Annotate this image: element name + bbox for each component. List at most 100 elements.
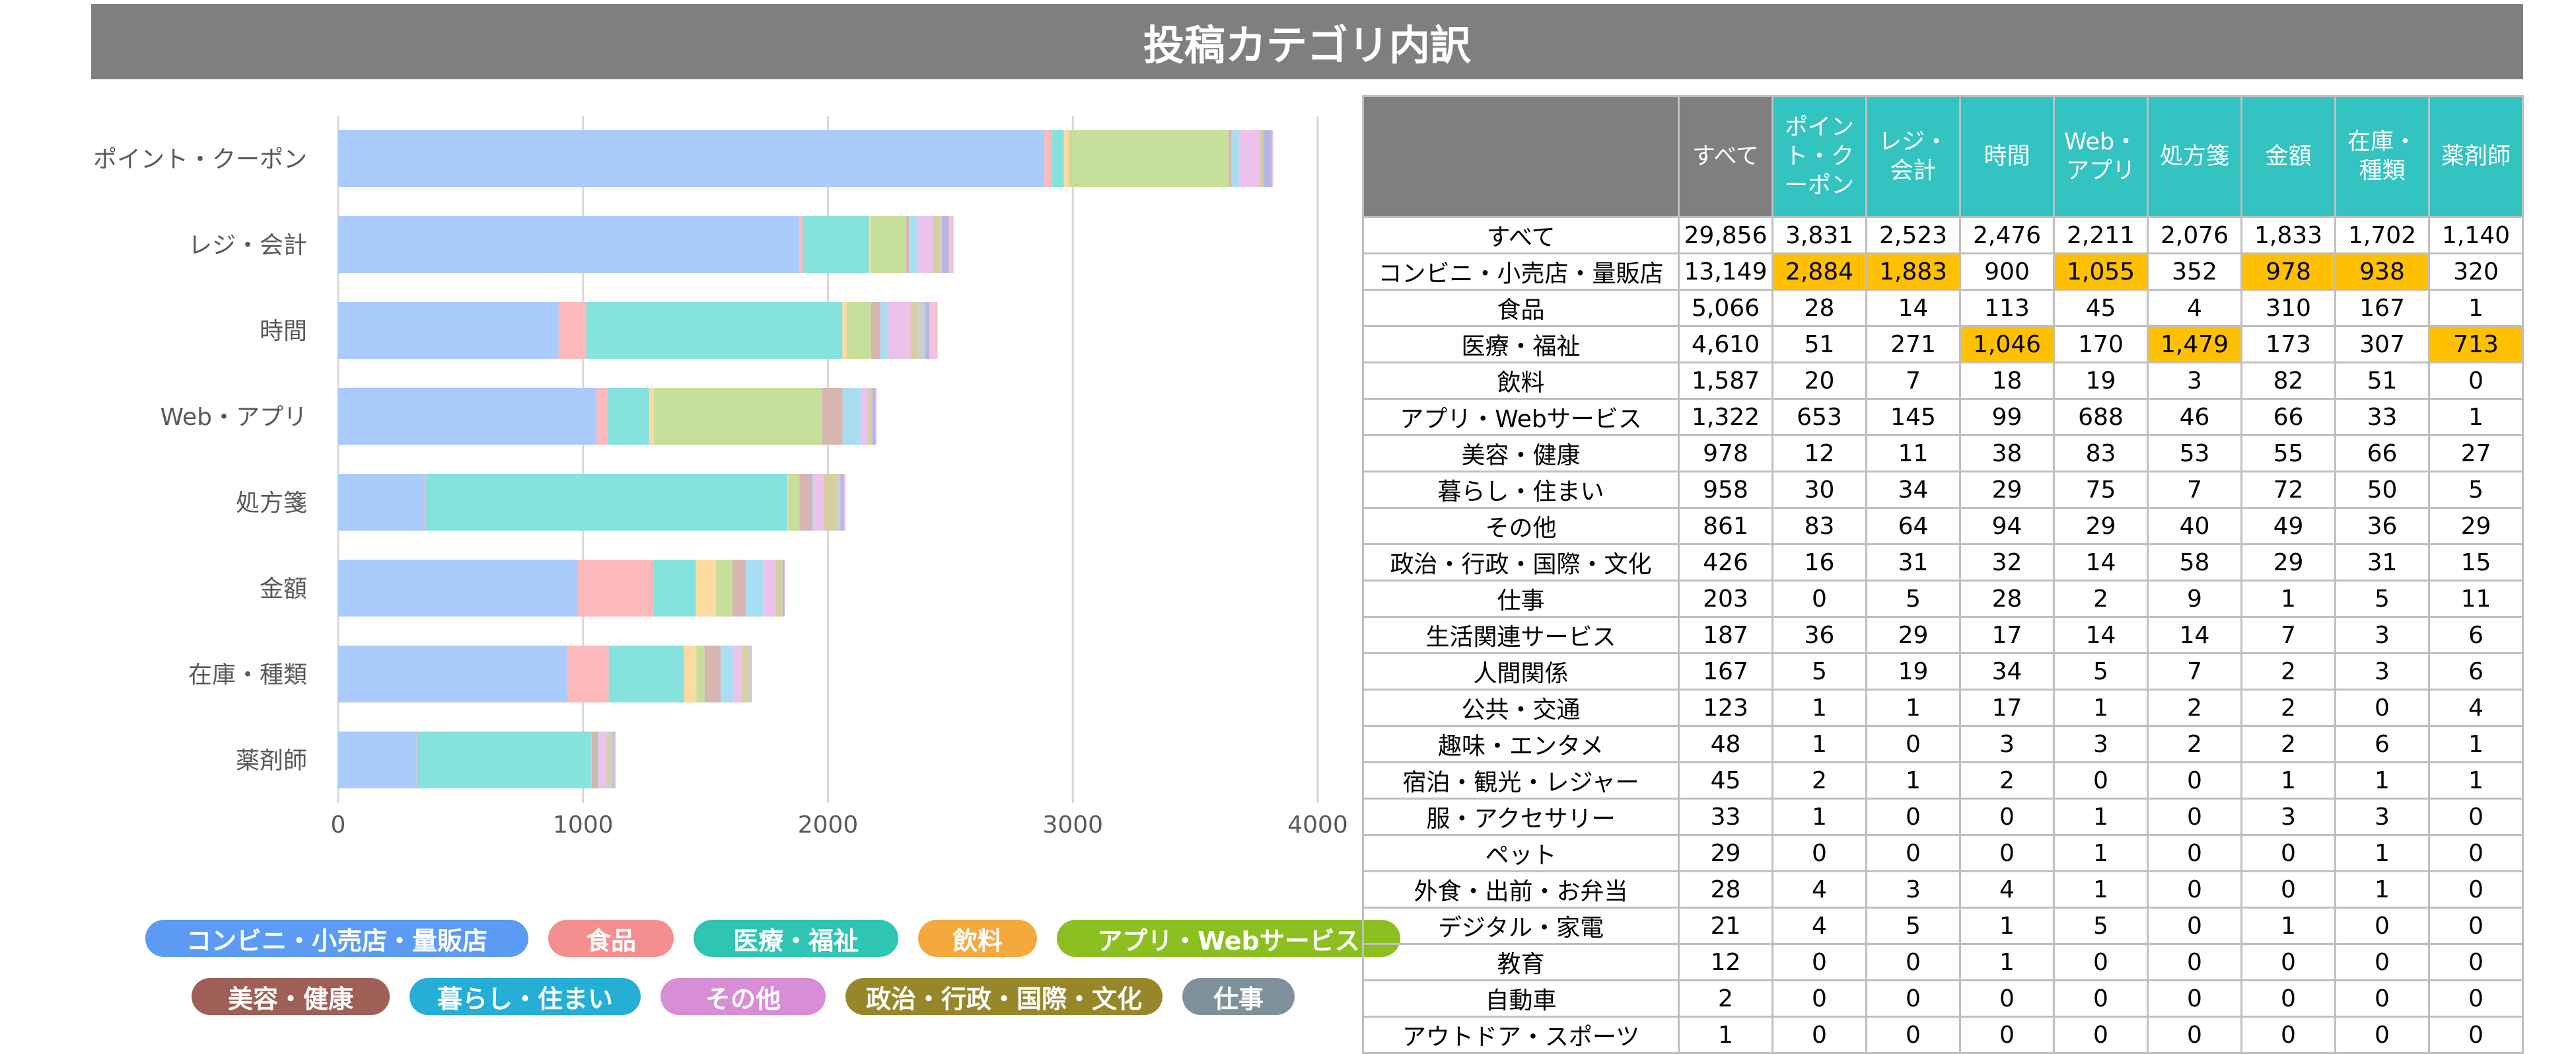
bar-segment — [917, 216, 933, 273]
table-cell: 0 — [2334, 979, 2430, 1018]
table-cell: 50 — [2334, 471, 2430, 509]
table-column-header: 金額 — [2240, 95, 2336, 218]
table-cell: 0 — [1865, 979, 1961, 1018]
bar-segment — [610, 732, 613, 788]
table-cell: 28 — [1959, 580, 2055, 618]
table-cell: 5 — [2053, 652, 2149, 691]
table-cell: 2,211 — [2053, 216, 2149, 254]
table-cell: 6 — [2334, 725, 2430, 763]
table-row-label: コンビニ・小売店・量販店 — [1362, 252, 1680, 291]
table-row-label: 飲料 — [1362, 361, 1680, 400]
table-row: 美容・健康 978 12 11 38 83 53 55 66 27 — [1362, 434, 2524, 472]
bar-segment — [591, 732, 598, 788]
table-cell: 0 — [1865, 1016, 1961, 1054]
table-cell: 4,610 — [1678, 325, 1773, 363]
x-tick-label: 1000 — [553, 811, 614, 839]
table-row: 人間関係 167 5 19 34 5 7 2 3 6 — [1362, 652, 2524, 691]
bar-segment — [843, 474, 846, 531]
table-cell: 0 — [2053, 943, 2149, 981]
table-cell: 58 — [2147, 543, 2242, 582]
table-cell: 713 — [2428, 325, 2524, 363]
table-cell: 0 — [2428, 361, 2524, 400]
table-cell: 0 — [2053, 761, 2149, 800]
table-row-label: ペット — [1362, 834, 1680, 872]
table-cell: 1 — [1771, 725, 1867, 763]
bar-segment — [1231, 130, 1239, 187]
table-cell: 27 — [2428, 434, 2524, 472]
table-cell: 0 — [2240, 979, 2336, 1018]
table-cell: 2 — [2240, 652, 2336, 691]
table-row-label: アプリ・Webサービス — [1362, 398, 1680, 436]
table-row: 仕事 203 0 5 28 2 9 1 5 11 — [1362, 580, 2524, 618]
table-cell: 14 — [2053, 543, 2149, 582]
legend-item: アプリ・Webサービス — [1057, 920, 1400, 957]
table-cell: 2 — [1959, 761, 2055, 800]
bar-segment — [812, 474, 814, 531]
table-cell: 17 — [1959, 689, 2055, 727]
table-cell: 5,066 — [1678, 289, 1773, 327]
table-cell: 1 — [2053, 870, 2149, 909]
bar-segment — [417, 732, 592, 788]
table-cell: 0 — [2147, 943, 2242, 981]
table-cell: 18 — [1959, 361, 2055, 400]
bar-segment — [875, 388, 877, 445]
table-cell: 1 — [2334, 834, 2430, 872]
table-cell: 29 — [1959, 471, 2055, 509]
table-cell: 1,479 — [2147, 325, 2242, 363]
table-cell: 0 — [2240, 1016, 2336, 1054]
bar-segment — [696, 560, 717, 617]
table-cell: 1 — [1959, 943, 2055, 981]
table-row: デジタル・家電 21 4 5 1 5 0 1 0 0 — [1362, 907, 2524, 945]
table-cell: 688 — [2053, 398, 2149, 436]
table-column-header: レジ・会計 — [1865, 95, 1961, 218]
table-row-label: アウトドア・スポーツ — [1362, 1016, 1680, 1054]
table-row-label: 美容・健康 — [1362, 434, 1680, 472]
table-row: コンビニ・小売店・量販店 13,149 2,884 1,883 900 1,055 352 9… — [1362, 252, 2524, 291]
legend-item: 食品 — [548, 920, 674, 957]
table-cell: 14 — [2053, 616, 2149, 654]
table-cell: 3 — [2053, 725, 2149, 763]
table-cell: 1 — [2428, 289, 2524, 327]
table-cell: 4 — [1959, 870, 2055, 909]
table-cell: 1 — [1865, 761, 1961, 800]
table-cell: 0 — [1771, 979, 1867, 1018]
table-column-header: ポイント・クーポン — [1771, 95, 1867, 218]
bar-segment — [910, 302, 919, 359]
table-column-header: 在庫・種類 — [2334, 95, 2430, 218]
category-breakdown-table: すべて ポイント・クーポン レジ・会計 時間 Web・アプリ 処方箋 金額 在庫・種類 薬剤師 … — [1362, 95, 2524, 1054]
table-cell: 2 — [2240, 725, 2336, 763]
table-cell: 1 — [2240, 907, 2336, 945]
bar-segment — [606, 732, 610, 788]
table-cell: 0 — [1771, 580, 1867, 618]
legend-item: 飲料 — [918, 920, 1037, 957]
table-cell: 30 — [1771, 471, 1867, 509]
table-cell: 83 — [1771, 507, 1867, 545]
table-row: 宿泊・観光・レジャー 45 2 1 2 0 0 1 1 1 — [1362, 761, 2524, 800]
table-cell: 1 — [2240, 761, 2336, 800]
table-cell: 7 — [2147, 652, 2242, 691]
bar-segment — [763, 560, 775, 617]
bar-segment — [941, 216, 942, 273]
bar-segment — [567, 646, 609, 702]
bar-segment — [775, 560, 783, 617]
table-cell: 1,322 — [1678, 398, 1773, 436]
bar-segment — [871, 388, 873, 445]
bar-segment — [799, 216, 803, 273]
table-cell: 173 — [2240, 325, 2336, 363]
table-cell: 1 — [2428, 398, 2524, 436]
bar-segment — [338, 474, 425, 531]
bar-segment — [1051, 130, 1064, 187]
legend-item: 美容・健康 — [192, 978, 390, 1015]
table-cell: 3 — [2240, 798, 2336, 836]
table-cell: 45 — [1678, 761, 1773, 800]
table-cell: 167 — [2334, 289, 2430, 327]
table-cell: 20 — [1771, 361, 1867, 400]
table-cell: 34 — [1959, 652, 2055, 691]
table-cell: 4 — [1771, 870, 1867, 909]
table-cell: 0 — [2428, 943, 2524, 981]
table-cell: 13,149 — [1678, 252, 1773, 291]
table-column-header: 処方箋 — [2147, 95, 2242, 218]
table-cell: 32 — [1959, 543, 2055, 582]
table-cell: 15 — [2428, 543, 2524, 582]
table-cell: 1 — [1771, 689, 1867, 727]
